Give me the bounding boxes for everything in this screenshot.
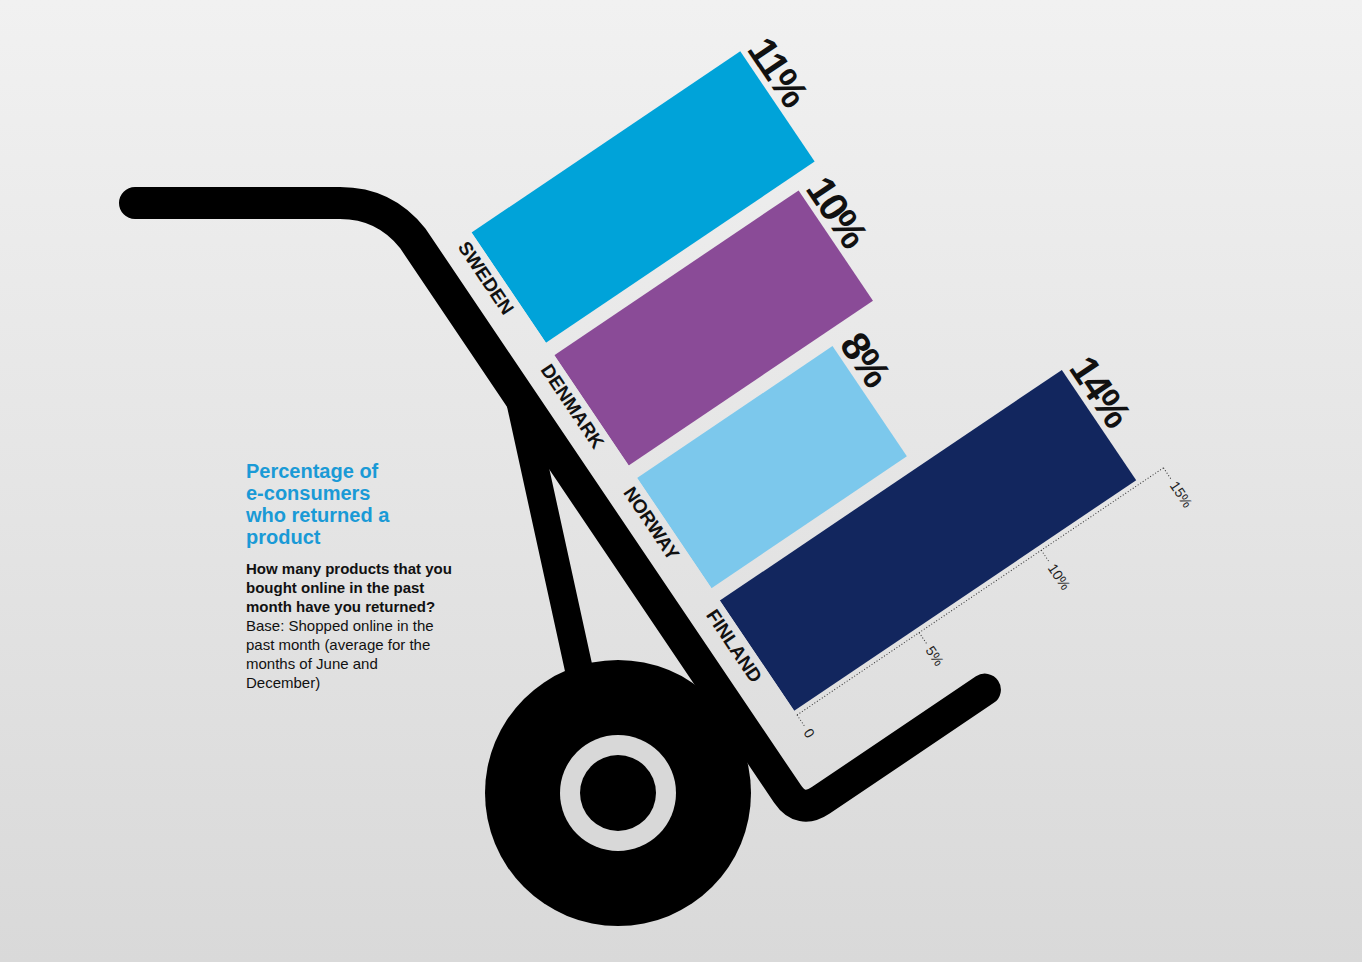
bar xyxy=(720,370,1136,711)
subtitle: How many products that you bought online … xyxy=(246,560,452,615)
tick-label: 5% xyxy=(923,643,948,669)
chart: SWEDEN DENMARKNORWAY FINLAND 11% 10% 8% 14% 0 5%… xyxy=(0,0,1362,962)
data-label: 11% xyxy=(740,29,817,114)
annotation: Base: Shopped online in the past month (a… xyxy=(246,617,434,691)
text-line: month have you returned? xyxy=(246,598,435,615)
text-line: Base: Shopped online in the xyxy=(246,617,434,634)
tick-mark xyxy=(1041,550,1049,562)
tick-mark xyxy=(1163,468,1171,480)
data-label: 10% xyxy=(798,169,877,256)
tick-label: 10% xyxy=(1045,561,1074,593)
plot-frame: SWEDEN DENMARKNORWAY FINLAND 11% 10% 8% 14% 0 5%… xyxy=(452,0,1200,767)
data-label: 8% xyxy=(832,324,899,394)
truck-wheel xyxy=(485,660,751,926)
text-line: How many products that you xyxy=(246,560,452,577)
tick-mark xyxy=(919,633,927,645)
category-label: DENMARK xyxy=(537,360,609,452)
truck-wheel-hub xyxy=(580,755,656,831)
category-label: NORWAY xyxy=(619,483,683,564)
tick-label: 15% xyxy=(1167,478,1196,510)
text-line: bought online in the past xyxy=(246,579,424,596)
text-line: e-consumers xyxy=(246,482,371,504)
data-label: 14% xyxy=(1061,348,1140,435)
tick-label: 0 xyxy=(800,725,818,741)
category-label: FINLAND xyxy=(702,606,766,687)
text-line: December) xyxy=(246,674,320,691)
text-line: past month (average for the xyxy=(246,636,430,653)
text-line: months of June and xyxy=(246,655,378,672)
bars xyxy=(472,2,1137,711)
text-line: Percentage of xyxy=(246,460,379,482)
background xyxy=(0,0,1362,962)
value-axis xyxy=(797,468,1163,715)
tick-mark xyxy=(797,715,805,727)
text-line: who returned a xyxy=(245,504,390,526)
text-line: product xyxy=(246,526,321,548)
title: Percentage ofe-consumerswho returned apr… xyxy=(245,460,390,548)
truck-wheel-ring xyxy=(560,735,676,851)
category-label: SWEDEN xyxy=(454,237,518,318)
